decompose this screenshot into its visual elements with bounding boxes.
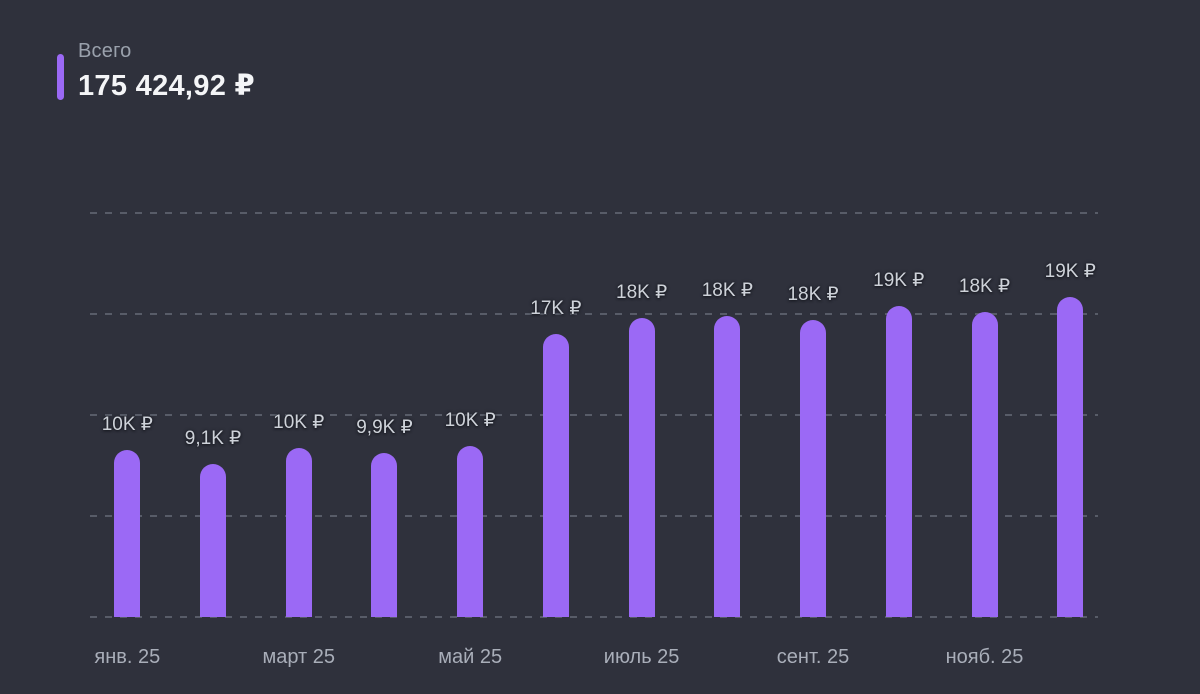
bar-value-label: 10K ₽ [273, 412, 325, 433]
bar-value-label: 17K ₽ [530, 298, 582, 319]
y-gridline [90, 414, 1098, 416]
bar-value-label: 19K ₽ [873, 270, 925, 291]
bar-value-label: 10K ₽ [101, 414, 153, 435]
y-gridline [90, 212, 1098, 214]
x-axis-label: янв. 25 [94, 646, 161, 668]
chart-bar[interactable] [114, 450, 141, 617]
bar-value-label: 18K ₽ [958, 276, 1011, 297]
legend-label: Всего [78, 40, 132, 62]
bar-value-label: 9,9K ₽ [356, 417, 413, 438]
bar-value-label: 18K ₽ [701, 280, 753, 301]
y-gridline [90, 515, 1098, 517]
bar-value-label: 19K ₽ [1044, 261, 1096, 282]
chart-header-text: Всего 175 424,92 ₽ [78, 38, 255, 102]
bar-value-label: 9,1K ₽ [184, 428, 242, 449]
chart-header: Всего 175 424,92 ₽ [57, 38, 255, 102]
chart-bar[interactable] [200, 464, 227, 617]
chart-bar[interactable] [457, 446, 484, 617]
legend-color-pill [57, 54, 64, 100]
chart-bar[interactable] [285, 448, 312, 617]
bar-value-label: 18K ₽ [787, 284, 839, 305]
chart-bar[interactable] [714, 316, 741, 617]
x-axis-label: июль 25 [603, 646, 680, 668]
x-axis-label: сент. 25 [776, 646, 850, 668]
x-axis-label: нояб. 25 [945, 646, 1024, 668]
y-gridline [90, 313, 1098, 315]
chart-bar[interactable] [1057, 297, 1084, 617]
chart-bar[interactable] [542, 334, 569, 617]
x-axis-label: март 25 [262, 646, 335, 668]
y-gridline [90, 616, 1098, 618]
chart-bar[interactable] [885, 306, 912, 617]
bar-value-label: 10K ₽ [444, 410, 496, 431]
total-amount: 175 424,92 ₽ [78, 70, 255, 102]
bar-value-label: 18K ₽ [616, 282, 668, 303]
chart-bar[interactable] [628, 318, 655, 617]
x-axis-label: май 25 [438, 646, 503, 668]
chart-bar[interactable] [371, 453, 398, 617]
chart-bar[interactable] [971, 312, 998, 617]
chart-bar[interactable] [800, 320, 827, 617]
